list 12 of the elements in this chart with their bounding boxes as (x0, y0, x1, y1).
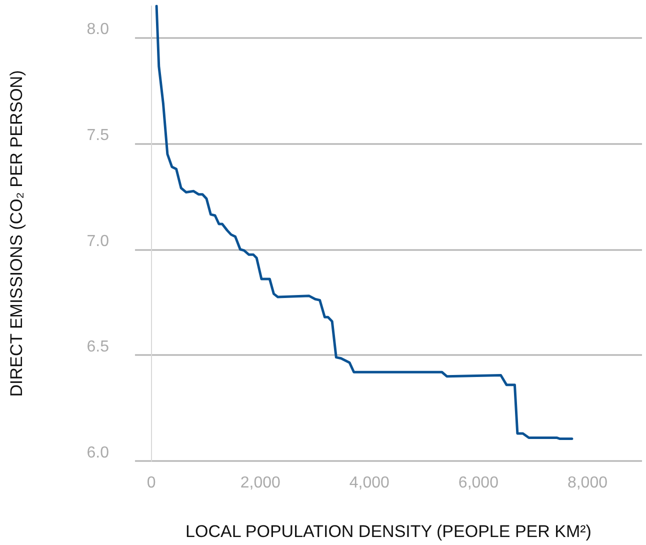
y-tick-label: 7.0 (86, 232, 110, 250)
x-tick-label: 4,000 (349, 474, 390, 492)
y-tick-label: 6.5 (86, 338, 110, 356)
y-tick-label: 8.0 (86, 21, 110, 38)
x-tick-label: 2,000 (240, 474, 281, 492)
y-tick-label: 6.0 (86, 444, 110, 462)
x-tick-label: 6,000 (458, 474, 499, 492)
x-tick-label: 0 (146, 474, 156, 492)
x-tick-label: 8,000 (567, 474, 608, 492)
x-axis-title: LOCAL POPULATION DENSITY (PEOPLE PER KM²) (186, 522, 592, 541)
y-tick-label: 7.5 (86, 127, 110, 144)
y-axis-title: DIRECT EMISSIONS (CO₂ PER PERSON) (7, 70, 26, 397)
